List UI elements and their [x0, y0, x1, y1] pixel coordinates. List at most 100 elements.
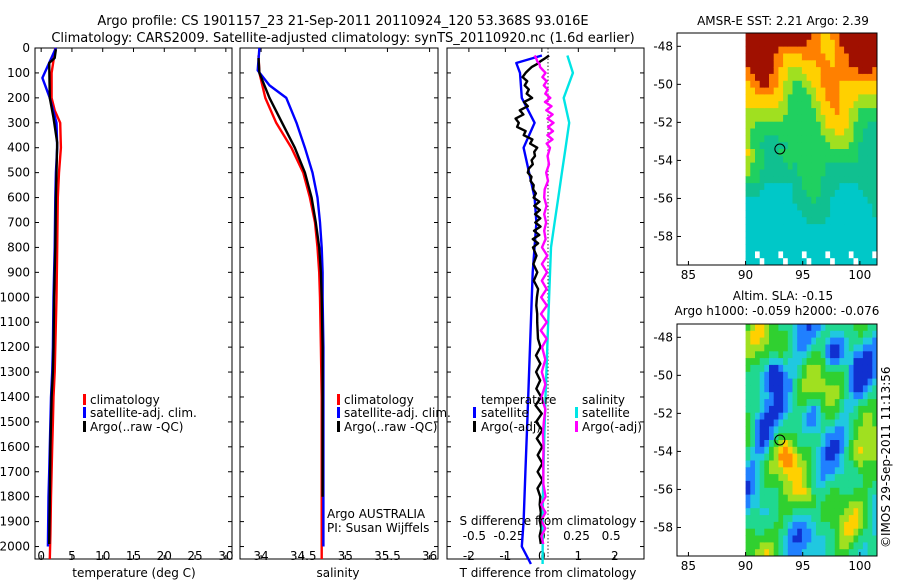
- map-cell: [769, 337, 775, 345]
- map-cell: [750, 419, 756, 427]
- map-cell: [750, 385, 756, 393]
- map-cell: [755, 426, 761, 434]
- map-cell: [848, 433, 854, 441]
- map-cell: [801, 433, 808, 441]
- map-cell: [811, 542, 817, 550]
- map-cell: [797, 87, 803, 95]
- map-cell: [839, 80, 845, 89]
- map-cell: [830, 217, 836, 225]
- map-cell: [820, 183, 826, 191]
- map-cell: [830, 501, 836, 509]
- map-cell: [820, 176, 826, 184]
- map-cell: [792, 453, 798, 461]
- x-tick-label: 100: [848, 268, 871, 282]
- map-cell: [844, 412, 850, 420]
- map-cell: [844, 183, 850, 191]
- map-cell: [816, 67, 822, 75]
- map-cell: [862, 467, 869, 475]
- map-cell: [750, 217, 756, 225]
- map-cell: [783, 419, 789, 427]
- map-cell: [778, 433, 784, 441]
- map-cell: [830, 405, 836, 414]
- map-cell: [839, 108, 845, 116]
- map-cell: [872, 210, 878, 218]
- x-tick-label: 25: [187, 549, 202, 563]
- map-cell: [839, 474, 845, 482]
- map-cell: [820, 364, 826, 373]
- map-cell: [811, 258, 817, 266]
- map-cell: [834, 101, 840, 109]
- map-cell: [844, 433, 850, 441]
- map-cell: [834, 467, 840, 475]
- map-cell: [853, 108, 859, 116]
- map-cell: [797, 258, 803, 266]
- map-cell: [830, 535, 836, 543]
- map-cell: [778, 237, 784, 245]
- map-cell: [792, 521, 798, 530]
- map-cell: [862, 135, 869, 143]
- map-cell: [806, 508, 812, 516]
- map-cell: [773, 169, 779, 177]
- map-cell: [759, 549, 765, 557]
- y-tick-label: 400: [7, 141, 30, 155]
- map-cell: [787, 217, 793, 225]
- map-cell: [825, 121, 831, 129]
- map-cell: [867, 467, 873, 475]
- map-cell: [792, 501, 798, 509]
- map-cell: [811, 60, 817, 68]
- map-cell: [848, 480, 854, 489]
- map-cell: [778, 419, 784, 427]
- map-cell: [830, 549, 836, 557]
- map-cell: [778, 176, 784, 184]
- map-cell: [773, 39, 779, 48]
- map-cell: [844, 501, 850, 509]
- map-cell: [816, 203, 822, 211]
- map-cell: [806, 121, 812, 129]
- map-cell: [867, 405, 873, 414]
- map-cell: [806, 474, 812, 482]
- map-cell: [797, 121, 803, 129]
- legend-sal-title: salinity: [582, 393, 625, 407]
- map-cell: [764, 412, 770, 420]
- map-cell: [872, 412, 878, 420]
- map-cell: [834, 549, 840, 557]
- map-cell: [806, 364, 812, 373]
- map-cell: [867, 142, 873, 150]
- legend-sat-label: satellite-adj. clim.: [90, 406, 197, 420]
- map-cell: [816, 121, 822, 129]
- map-cell: [783, 344, 789, 352]
- map-cell: [759, 330, 765, 339]
- map-cell: [853, 162, 859, 170]
- map-cell: [764, 392, 770, 400]
- map-cell: [797, 446, 803, 455]
- map-cell: [820, 337, 826, 345]
- map-cell: [834, 155, 840, 164]
- map-cell: [745, 494, 751, 502]
- x-tick-label: 0: [37, 549, 45, 563]
- map-cell: [830, 426, 836, 434]
- map-cell: [783, 337, 789, 345]
- map-cell: [820, 494, 826, 502]
- map-cell: [773, 53, 779, 61]
- map-cell: [816, 446, 822, 455]
- map-cell: [769, 501, 775, 509]
- map-cell: [769, 392, 775, 400]
- map-cell: [825, 433, 831, 441]
- map-cell: [806, 399, 812, 407]
- map-cell: [750, 460, 756, 468]
- map-cell: [755, 203, 761, 211]
- map-cell: [834, 244, 840, 252]
- map-cell: [801, 60, 808, 68]
- map-cell: [858, 426, 864, 434]
- map-cell: [853, 94, 859, 102]
- map-cell: [769, 94, 775, 102]
- map-cell: [816, 467, 822, 475]
- map-cell: [816, 494, 822, 502]
- map-cell: [769, 169, 775, 177]
- map-cell: [811, 440, 817, 448]
- map-cell: [750, 224, 756, 232]
- map-cell: [825, 515, 831, 523]
- map-cell: [839, 508, 845, 516]
- map-cell: [769, 549, 775, 557]
- map-cell: [755, 101, 761, 109]
